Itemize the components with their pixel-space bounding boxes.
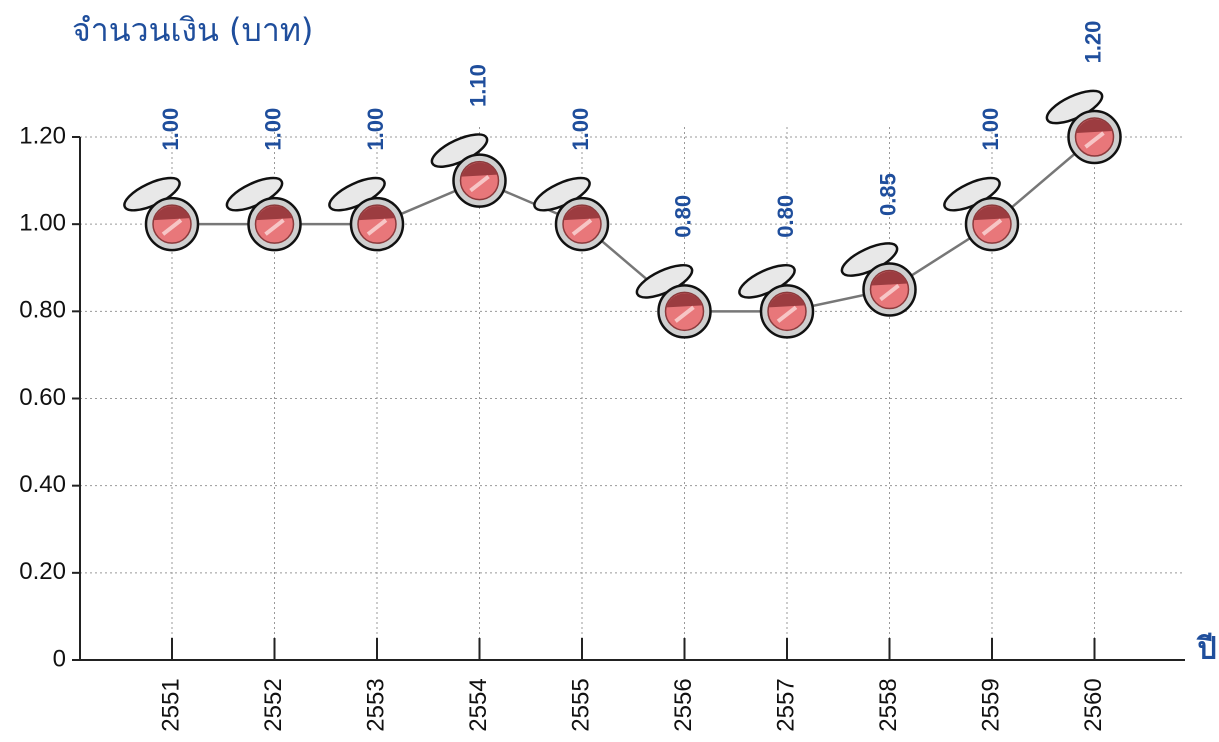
marker-shine <box>161 218 183 236</box>
value-label: 1.10 <box>465 64 490 107</box>
y-tick-label: 0.80 <box>19 297 66 324</box>
x-axis-label: ปี <box>1196 632 1217 667</box>
marker-shine <box>776 305 798 323</box>
marker <box>635 263 712 339</box>
marker-shine <box>366 218 388 236</box>
y-tick-label: 0.20 <box>19 558 66 585</box>
marker-shade <box>1076 118 1113 133</box>
x-tick-label: 2556 <box>670 678 697 731</box>
x-tick-label: 2554 <box>465 678 492 731</box>
marker-shade <box>666 293 703 308</box>
marker <box>738 263 815 339</box>
value-label: 1.20 <box>1080 21 1105 64</box>
marker-shine <box>674 305 695 323</box>
value-label: 0.80 <box>670 195 695 238</box>
marker-shine <box>571 218 593 236</box>
x-tick-label: 2560 <box>1080 678 1107 731</box>
y-tick-label: 0.60 <box>19 384 66 411</box>
value-label: 1.00 <box>568 108 593 151</box>
marker <box>1045 89 1122 165</box>
marker-shine <box>264 218 285 236</box>
x-tick-label: 2552 <box>260 678 287 731</box>
marker <box>840 242 917 317</box>
value-label: 0.85 <box>875 173 900 216</box>
marker-shine <box>879 283 900 302</box>
line <box>172 136 1096 313</box>
marker <box>943 176 1020 252</box>
marker-shade <box>461 162 498 177</box>
marker-shade <box>154 206 190 221</box>
value-label: 1.00 <box>978 108 1003 151</box>
x-tick-label: 2555 <box>567 678 594 731</box>
marker <box>430 133 507 208</box>
y-axis-label: จำนวนเงิน (บาท) <box>72 11 313 49</box>
marker <box>328 176 405 252</box>
y-tick-label: 1.20 <box>19 122 66 149</box>
x-tick-label: 2553 <box>362 678 389 731</box>
value-label: 1.00 <box>260 108 285 151</box>
x-tick-label: 2558 <box>875 678 902 731</box>
value-label: 1.00 <box>363 108 388 151</box>
marker-shade <box>564 206 600 221</box>
marker-shade <box>256 206 293 221</box>
marker <box>533 176 610 252</box>
marker <box>123 176 200 252</box>
y-tick-label: 1.00 <box>19 210 66 237</box>
marker-shade <box>871 271 908 286</box>
marker-shine <box>981 218 1003 236</box>
marker-shine <box>469 175 490 193</box>
marker-shade <box>769 293 805 308</box>
marker <box>225 176 302 252</box>
y-tick-label: 0 <box>53 645 66 672</box>
x-tick-label: 2559 <box>977 678 1004 731</box>
marker-shine <box>1084 131 1105 149</box>
value-label: 0.80 <box>773 195 798 238</box>
marker-shade <box>974 206 1010 221</box>
value-label: 1.00 <box>158 108 183 151</box>
y-tick-label: 0.40 <box>19 471 66 498</box>
marker-shade <box>359 206 395 221</box>
x-tick-label: 2557 <box>772 678 799 731</box>
x-tick-label: 2551 <box>157 678 184 731</box>
